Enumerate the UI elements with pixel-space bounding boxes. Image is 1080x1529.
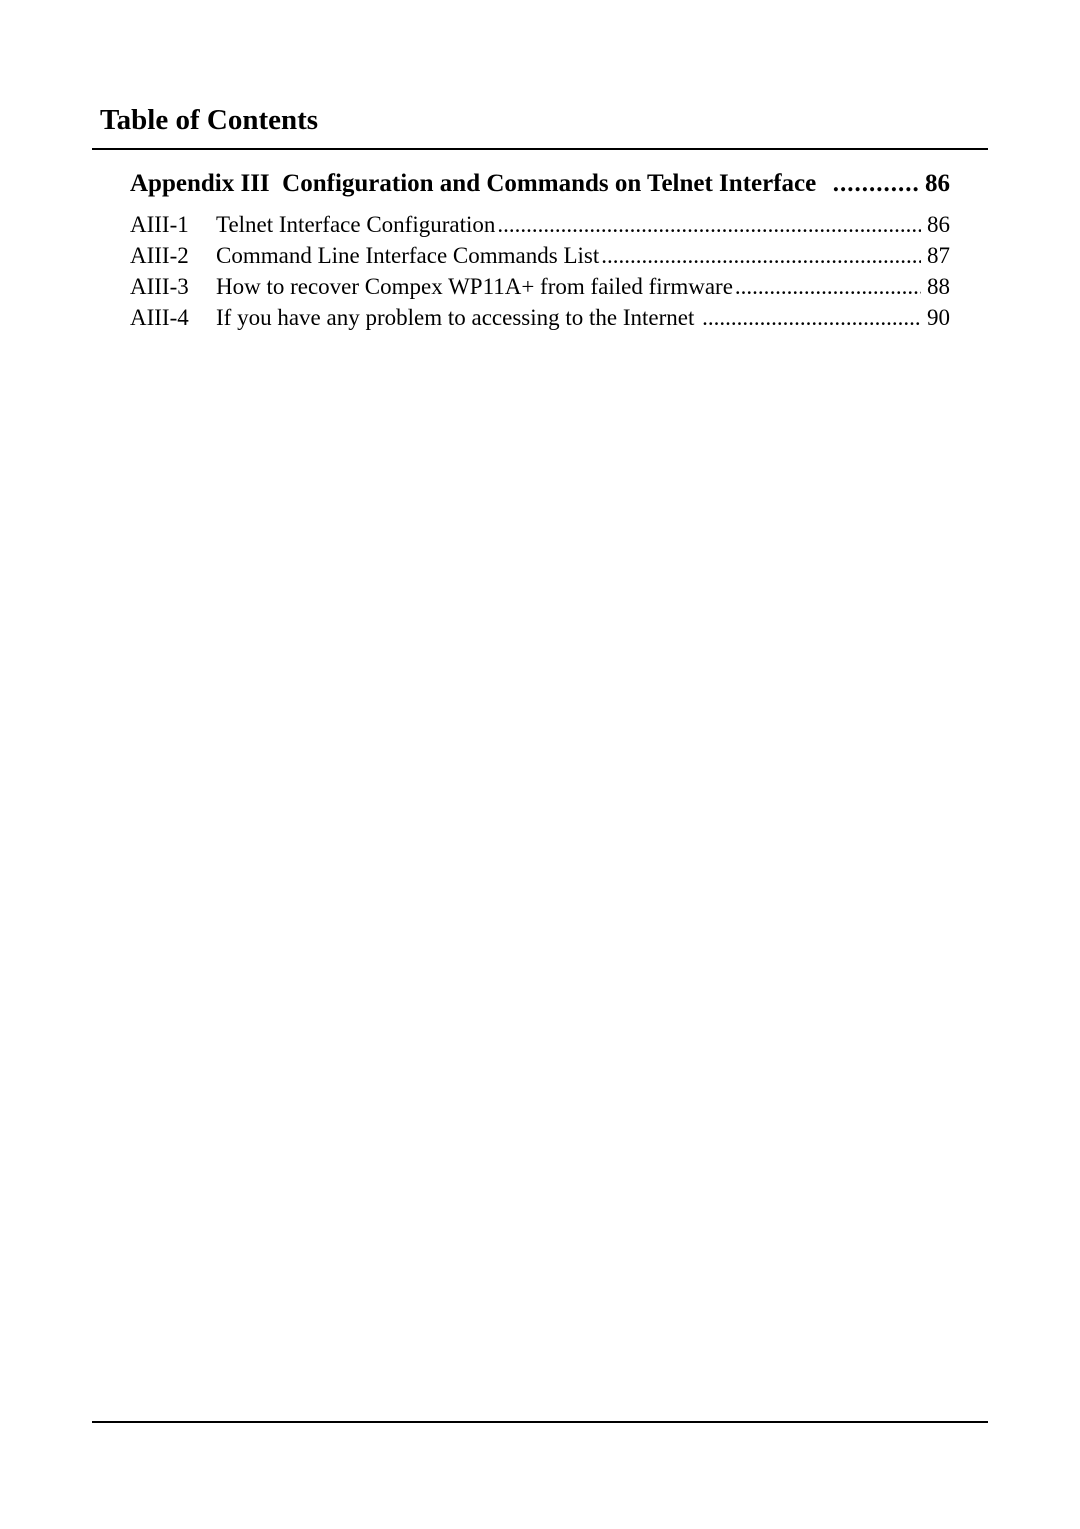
page: Table of Contents Appendix III Configura… bbox=[0, 0, 1080, 1529]
toc-entry-title: How to recover Compex WP11A+ from failed… bbox=[216, 271, 733, 302]
toc-entry-page: 90 bbox=[927, 302, 950, 333]
toc-entry-title: Command Line Interface Commands List bbox=[216, 240, 599, 271]
toc-entry-label: AIII-4 bbox=[130, 302, 216, 333]
toc-entry-label: AIII-3 bbox=[130, 271, 216, 302]
toc-leader-dots: ........................................… bbox=[495, 209, 921, 240]
toc-appendix-row: Appendix III Configuration and Commands … bbox=[130, 168, 950, 201]
divider-bottom bbox=[92, 1421, 988, 1423]
toc-entry-row: AIII-3 How to recover Compex WP11A+ from… bbox=[130, 271, 950, 302]
toc-leader-dots: ........................................… bbox=[599, 240, 921, 271]
toc-entry-label: AIII-1 bbox=[130, 209, 216, 240]
toc-entry-title: If you have any problem to accessing to … bbox=[216, 302, 694, 333]
toc-leader-dots: ........................................… bbox=[700, 302, 921, 333]
toc-entry-page: 87 bbox=[927, 240, 950, 271]
toc-leader-dots: ........................................… bbox=[733, 271, 921, 302]
toc-entry-page: 88 bbox=[927, 271, 950, 302]
toc-content: Appendix III Configuration and Commands … bbox=[130, 168, 950, 333]
toc-appendix-page: 86 bbox=[925, 168, 950, 201]
appendix-title-text: Configuration and Commands on Telnet Int… bbox=[282, 170, 816, 197]
toc-entry-page: 86 bbox=[927, 209, 950, 240]
toc-entry-row: AIII-1 Telnet Interface Configuration ..… bbox=[130, 209, 950, 240]
appendix-label-text: Appendix III bbox=[130, 170, 270, 197]
toc-leader-dots: ........................................… bbox=[829, 168, 919, 201]
toc-entry-list: AIII-1 Telnet Interface Configuration ..… bbox=[130, 209, 950, 333]
toc-entry-label: AIII-2 bbox=[130, 240, 216, 271]
toc-entry-row: AIII-2 Command Line Interface Commands L… bbox=[130, 240, 950, 271]
toc-appendix-label: Appendix III Configuration and Commands … bbox=[130, 168, 829, 201]
divider-top bbox=[92, 148, 988, 150]
toc-entry-row: AIII-4 If you have any problem to access… bbox=[130, 302, 950, 333]
toc-entry-title: Telnet Interface Configuration bbox=[216, 209, 495, 240]
page-title: Table of Contents bbox=[100, 104, 318, 137]
